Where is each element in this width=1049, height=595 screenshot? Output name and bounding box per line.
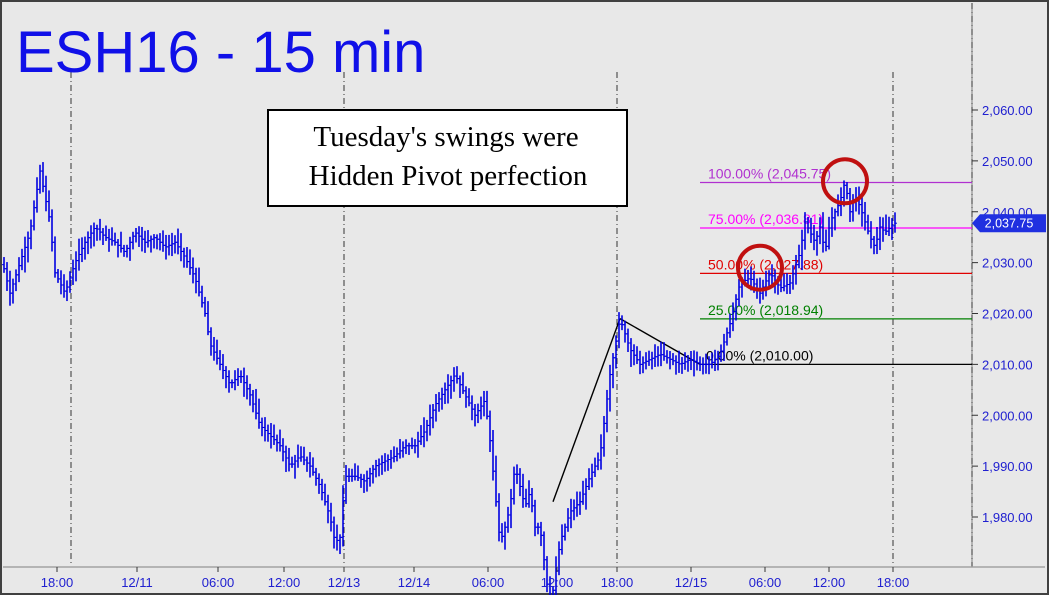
y-tick-label-8: 2,060.00 xyxy=(982,103,1033,118)
last-price-marker xyxy=(972,214,1046,233)
x-tick-label-11: 12:00 xyxy=(813,575,846,590)
highlight-circle-0 xyxy=(736,243,784,292)
annotation-frame xyxy=(267,109,628,207)
swing-line-0 xyxy=(552,318,621,502)
pivot-level-label-2: 50.00% (2,027.88) xyxy=(708,256,823,272)
x-tick-label-5: 12/14 xyxy=(398,575,431,590)
x-tick-label-6: 06:00 xyxy=(472,575,505,590)
y-tick-label-2: 2,000.00 xyxy=(982,408,1033,423)
last-price-label: 2,037.75 xyxy=(985,217,1034,231)
swing-line-1 xyxy=(619,317,701,365)
highlight-circles xyxy=(736,157,869,292)
x-tick-label-3: 12:00 xyxy=(268,575,301,590)
x-tick-label-0: 18:00 xyxy=(41,575,74,590)
y-tick-label-0: 1,980.00 xyxy=(982,510,1033,525)
x-tick-label-9: 12/15 xyxy=(675,575,708,590)
x-tick-label-8: 18:00 xyxy=(601,575,634,590)
x-tick-label-7: 12:00 xyxy=(541,575,574,590)
highlight-circle-1 xyxy=(821,157,869,206)
y-tick-label-4: 2,020.00 xyxy=(982,307,1033,322)
pivot-level-label-1: 75.00% (2,036.81) xyxy=(708,211,823,227)
annotation-line-2: Hidden Pivot perfection xyxy=(309,160,588,192)
y-tick-label-1: 1,990.00 xyxy=(982,459,1033,474)
x-tick-label-12: 18:00 xyxy=(877,575,910,590)
x-axis-ticks: 18:00 12/11 06:00 12:00 12/13 12/14 06:00 12:00… xyxy=(41,567,910,590)
pivot-level-label-3: 25.00% (2,018.94) xyxy=(708,302,823,318)
x-tick-label-1: 12/11 xyxy=(121,575,153,590)
y-tick-label-7: 2,050.00 xyxy=(982,154,1033,169)
price-bars xyxy=(2,162,897,595)
x-tick-label-4: 12/13 xyxy=(328,575,361,590)
annotation-line-1: Tuesday's swings were xyxy=(313,121,578,153)
last-price-tag: 2,037.75 xyxy=(972,214,1046,233)
annotation-box: Tuesday's swings were Hidden Pivot perfe… xyxy=(267,109,628,207)
y-tick-label-3: 2,010.00 xyxy=(982,357,1033,372)
swing-lines xyxy=(552,317,701,502)
y-axis-ticks: 1,980.00 1,990.00 2,000.00 2,010.00 2,020.00… xyxy=(972,103,1033,525)
pivot-level-label-0: 100.00% (2,045.75) xyxy=(708,165,831,181)
pivot-levels: 100.00% (2,045.75) 75.00% (2,036.81) 50.00… xyxy=(700,165,972,366)
x-tick-label-10: 06:00 xyxy=(749,575,782,590)
pivot-level-label-4: 0.00% (2,010.00) xyxy=(706,347,813,363)
x-tick-label-2: 06:00 xyxy=(202,575,235,590)
chart-title: ESH16 - 15 min xyxy=(16,20,425,85)
y-tick-label-5: 2,030.00 xyxy=(982,256,1033,271)
